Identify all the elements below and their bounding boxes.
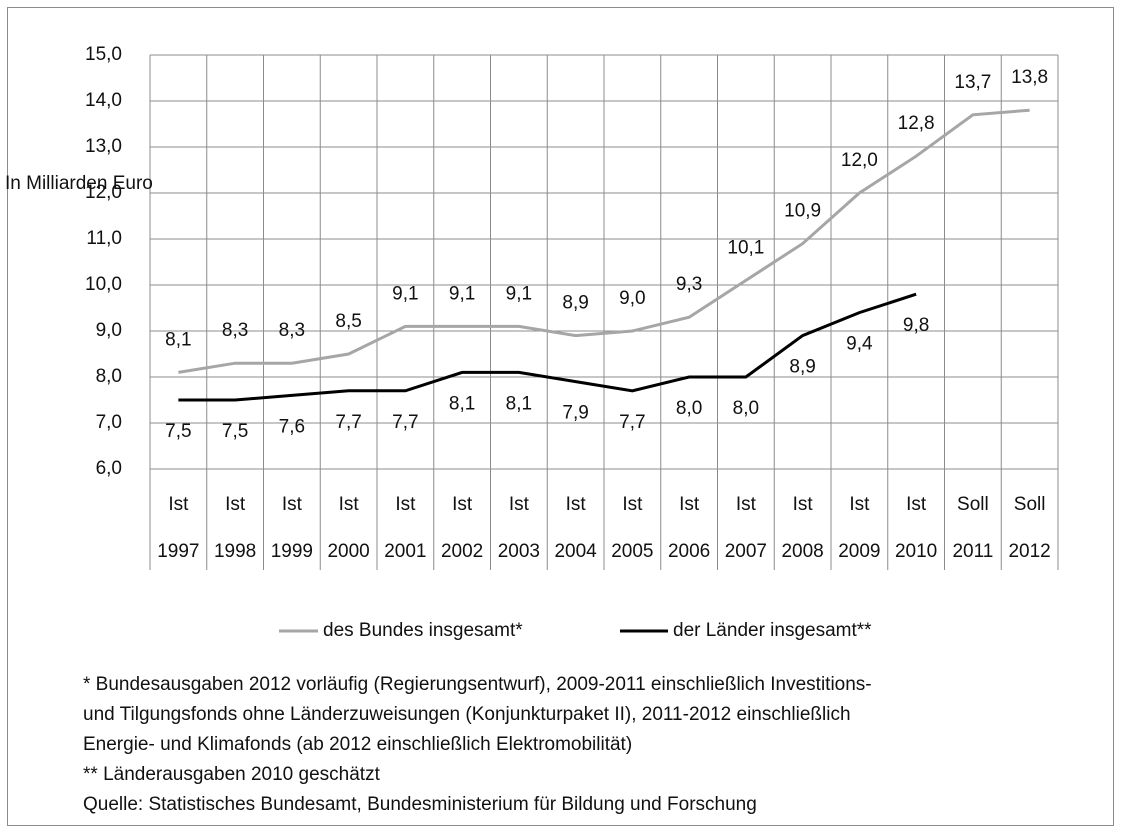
data-label: 8,9 xyxy=(562,293,588,314)
y-tick-label: 14,0 xyxy=(85,90,122,111)
data-label: 9,4 xyxy=(846,334,873,355)
data-label: 7,5 xyxy=(165,421,191,442)
x-status-label: Ist xyxy=(566,494,587,515)
data-label: 7,7 xyxy=(335,412,361,433)
x-tick-label: 2010 xyxy=(895,541,937,562)
y-tick-label: 6,0 xyxy=(96,458,122,479)
data-label: 8,9 xyxy=(789,357,815,378)
y-axis-label: In Milliarden Euro xyxy=(5,173,153,194)
y-tick-label: 12,0 xyxy=(85,182,122,203)
data-label: 7,5 xyxy=(222,421,248,442)
data-label: 8,1 xyxy=(165,329,191,350)
data-label: 7,7 xyxy=(392,412,418,433)
x-tick-label: 1999 xyxy=(271,541,313,562)
x-tick-label: 2004 xyxy=(554,541,597,562)
x-tick-label: 2003 xyxy=(498,541,540,562)
data-label: 7,9 xyxy=(562,403,588,424)
series-line xyxy=(178,292,917,402)
frame xyxy=(7,7,1114,826)
x-tick-label: 2005 xyxy=(611,541,653,562)
data-label: 8,5 xyxy=(335,311,361,332)
footnote: ** Länderausgaben 2010 geschätzt xyxy=(83,764,381,785)
footnote: Energie- und Klimafonds (ab 2012 einschl… xyxy=(83,734,632,755)
y-tick-label: 9,0 xyxy=(96,320,122,341)
data-label: 10,9 xyxy=(784,201,821,222)
footnote: Quelle: Statistisches Bundesamt, Bundesm… xyxy=(83,794,757,815)
x-status-label: Ist xyxy=(736,494,757,515)
data-label: 10,1 xyxy=(727,237,764,258)
x-tick-label: 1998 xyxy=(214,541,256,562)
y-tick-label: 11,0 xyxy=(86,228,122,249)
x-status-label: Ist xyxy=(793,494,814,515)
data-label: 13,8 xyxy=(1011,67,1048,88)
x-status-label: Ist xyxy=(849,494,870,515)
y-tick-label: 7,0 xyxy=(96,412,122,433)
x-tick-label: 2001 xyxy=(384,541,426,562)
x-tick-label: 2012 xyxy=(1008,541,1050,562)
data-label: 8,0 xyxy=(676,398,702,419)
data-label: 8,0 xyxy=(733,398,759,419)
data-label: 9,8 xyxy=(903,315,929,336)
y-tick-label: 13,0 xyxy=(85,136,122,157)
y-tick-label: 15,0 xyxy=(85,44,122,65)
data-label: 8,1 xyxy=(449,393,475,414)
x-tick-label: 2009 xyxy=(838,541,880,562)
x-status-label: Ist xyxy=(679,494,700,515)
x-tick-label: 2008 xyxy=(781,541,823,562)
data-label: 12,8 xyxy=(898,113,935,134)
x-status-label: Soll xyxy=(1014,494,1046,515)
x-tick-label: 2006 xyxy=(668,541,710,562)
footnote: und Tilgungsfonds ohne Länderzuweisungen… xyxy=(83,704,851,725)
x-status-label: Ist xyxy=(395,494,416,515)
x-status-label: Ist xyxy=(906,494,927,515)
legend-label: der Länder insgesamt** xyxy=(673,620,872,641)
data-label: 8,3 xyxy=(222,320,248,341)
data-label: 7,7 xyxy=(619,412,645,433)
x-status-label: Ist xyxy=(509,494,530,515)
data-label: 9,1 xyxy=(506,283,532,304)
data-label: 9,3 xyxy=(676,274,702,295)
x-tick-label: 2000 xyxy=(327,541,369,562)
x-status-label: Ist xyxy=(339,494,360,515)
x-tick-label: 2007 xyxy=(725,541,767,562)
x-status-label: Ist xyxy=(622,494,643,515)
data-label: 12,0 xyxy=(841,150,878,171)
data-label: 13,7 xyxy=(954,72,991,93)
x-tick-label: 2011 xyxy=(952,541,993,562)
y-tick-label: 8,0 xyxy=(96,366,122,387)
data-label: 7,6 xyxy=(279,416,305,437)
data-label: 8,3 xyxy=(279,320,305,341)
x-tick-label: 2002 xyxy=(441,541,483,562)
x-status-label: Ist xyxy=(168,494,189,515)
footnote: * Bundesausgaben 2012 vorläufig (Regieru… xyxy=(83,674,872,695)
data-label: 9,0 xyxy=(619,288,645,309)
y-tick-label: 10,0 xyxy=(85,274,122,295)
x-status-label: Ist xyxy=(225,494,246,515)
x-tick-label: 1997 xyxy=(157,541,199,562)
x-status-label: Soll xyxy=(957,494,989,515)
data-label: 8,1 xyxy=(506,393,532,414)
series-line xyxy=(178,108,1030,374)
data-label: 9,1 xyxy=(392,283,418,304)
data-label: 9,1 xyxy=(449,283,475,304)
legend-label: des Bundes insgesamt* xyxy=(323,620,523,641)
x-status-label: Ist xyxy=(282,494,303,515)
x-status-label: Ist xyxy=(452,494,473,515)
